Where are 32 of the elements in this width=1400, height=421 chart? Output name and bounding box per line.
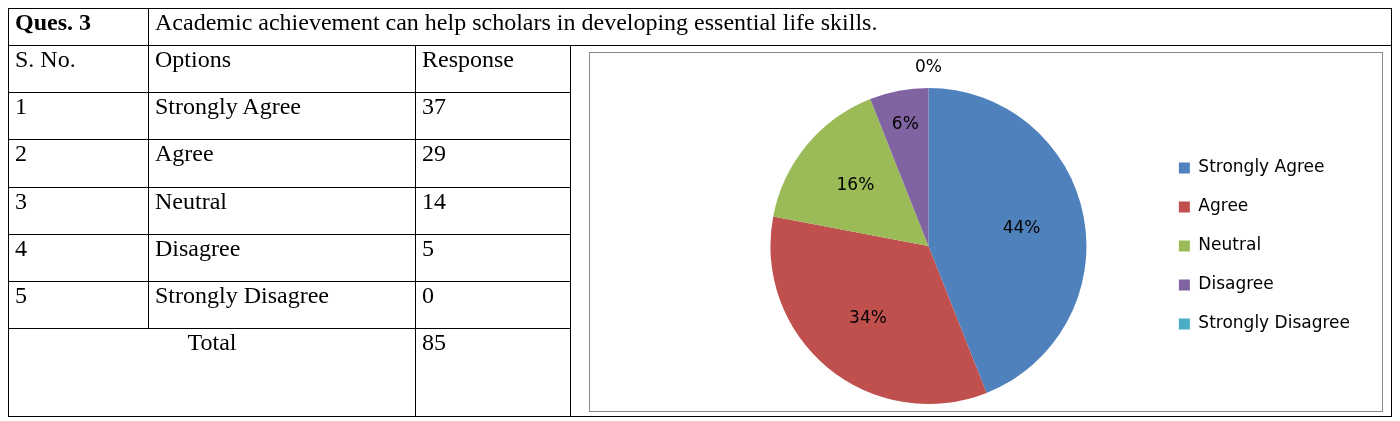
text: 0: [415, 281, 571, 329]
category-label: Neutral: [155, 187, 227, 214]
text: Ques. 3: [8, 8, 149, 46]
text: Total: [8, 328, 416, 417]
text: 37: [415, 92, 571, 140]
data-label: 16%: [836, 173, 875, 194]
legend-label: Neutral: [1198, 234, 1262, 255]
data-label: 44%: [1002, 216, 1041, 237]
legend-label: Strongly Agree: [1198, 156, 1325, 177]
text: 85: [415, 328, 571, 417]
text: Options: [148, 45, 416, 93]
text: 5: [8, 281, 149, 329]
category-label: Strongly Disagree: [155, 281, 329, 308]
category-label: Agree: [155, 140, 214, 167]
data-label: 6%: [891, 113, 919, 134]
text: 0%: [914, 56, 942, 77]
legend-label: Agree: [1198, 195, 1249, 216]
legend-label: Strongly Disagree: [1198, 312, 1350, 333]
text: 4: [8, 234, 149, 282]
text: 5: [415, 234, 571, 282]
category-label: Strongly Agree: [155, 93, 301, 120]
text: 3: [8, 187, 149, 235]
text: Response: [415, 45, 571, 93]
text: 1: [8, 92, 149, 140]
legend-label: Disagree: [1198, 273, 1274, 294]
text: 2: [8, 139, 149, 188]
data-label: 34%: [849, 307, 887, 328]
category-label: Disagree: [155, 234, 241, 261]
text: Academic achievement can help scholars in developing essential life skills.: [148, 8, 1392, 46]
text: 14: [415, 187, 571, 235]
text: 29: [415, 139, 571, 188]
text: S. No.: [8, 45, 149, 93]
